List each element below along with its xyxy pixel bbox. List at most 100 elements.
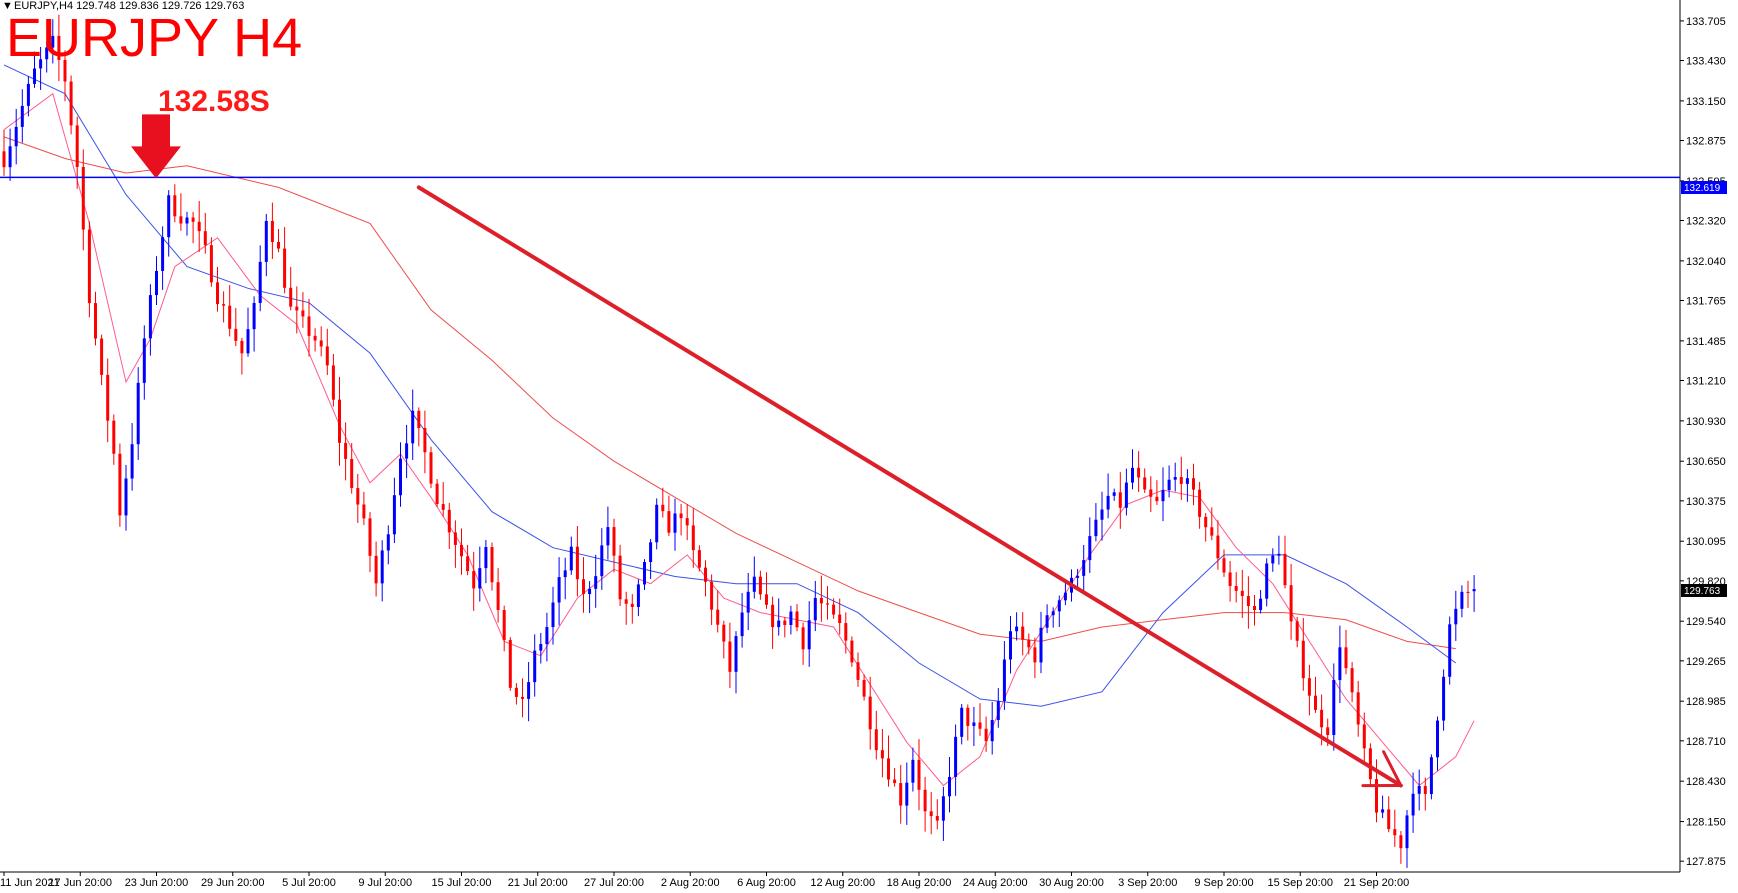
candle xyxy=(832,598,836,619)
candle-body xyxy=(984,728,988,742)
candle xyxy=(1399,831,1403,864)
candle-body xyxy=(1417,785,1421,794)
candle-body xyxy=(679,513,683,519)
candle xyxy=(1234,572,1238,603)
candle xyxy=(252,296,256,352)
candle xyxy=(575,525,579,597)
candle-body xyxy=(466,556,470,572)
candle-body xyxy=(533,650,537,683)
candle xyxy=(1143,468,1147,493)
candle xyxy=(466,544,470,576)
candle xyxy=(1076,568,1080,590)
candle xyxy=(234,307,238,347)
candle xyxy=(69,75,73,135)
candle-body xyxy=(594,576,598,589)
level-price-tag: 132.619 xyxy=(1681,181,1727,194)
candle xyxy=(39,46,43,90)
candle xyxy=(807,601,811,667)
candle-body xyxy=(1124,482,1128,508)
candle-body xyxy=(972,722,976,726)
candle xyxy=(460,528,463,575)
candle-body xyxy=(283,248,287,288)
candle xyxy=(734,631,738,694)
candle xyxy=(1344,629,1348,675)
current-price-tag: 129.763 xyxy=(1681,584,1727,597)
candle xyxy=(33,51,36,88)
candle xyxy=(954,724,958,796)
candle xyxy=(1137,451,1141,493)
candle-body xyxy=(850,640,854,663)
candle-body xyxy=(185,217,189,224)
candle-body xyxy=(643,562,646,585)
candle xyxy=(826,586,829,620)
candle xyxy=(557,557,561,626)
candle-body xyxy=(722,624,726,642)
candle xyxy=(453,520,457,568)
candle-body xyxy=(1161,490,1165,502)
candle-body xyxy=(216,282,219,305)
candle xyxy=(569,536,573,575)
candle xyxy=(502,605,506,652)
candle xyxy=(1411,772,1415,833)
candle xyxy=(655,498,659,550)
candle-body xyxy=(1082,560,1086,576)
trend-arrow[interactable] xyxy=(416,185,1403,788)
candle-body xyxy=(112,420,116,454)
header-triangle-icon[interactable]: ▼ xyxy=(2,0,13,12)
candle xyxy=(911,747,915,792)
candle-body xyxy=(423,428,427,453)
candle xyxy=(856,652,860,687)
candle-body xyxy=(1204,516,1208,528)
candle-body xyxy=(636,584,640,607)
candle xyxy=(600,528,604,590)
candle xyxy=(1015,612,1019,641)
candle xyxy=(1173,462,1177,492)
candle-body xyxy=(783,620,787,625)
candle-body xyxy=(429,452,433,484)
candle xyxy=(771,596,775,649)
candle xyxy=(1179,456,1183,500)
candle-body xyxy=(1210,527,1214,536)
candle-body xyxy=(832,604,836,615)
candle xyxy=(228,285,232,337)
candle-body xyxy=(1198,489,1202,517)
candle xyxy=(277,229,280,253)
candle-body xyxy=(258,261,262,303)
time-tick-label: 17 Jun 20:00 xyxy=(48,877,112,889)
candle-body xyxy=(1173,476,1177,480)
candle-body xyxy=(978,722,982,729)
candle xyxy=(1002,641,1006,710)
time-tick-label: 3 Sep 20:00 xyxy=(1118,877,1177,889)
candle-body xyxy=(307,316,311,336)
candle xyxy=(887,735,890,787)
trend-arrowhead-upper xyxy=(1382,750,1403,788)
candle xyxy=(161,226,165,290)
candle-body xyxy=(338,399,341,443)
price-tick-label: 130.650 xyxy=(1686,456,1726,468)
candle xyxy=(539,632,543,664)
candle-body xyxy=(1393,829,1397,836)
candle-body xyxy=(1118,492,1122,508)
candle xyxy=(673,498,677,551)
candle-body xyxy=(1411,793,1415,816)
candle-body xyxy=(1033,647,1037,663)
candle-body xyxy=(582,579,585,595)
candle xyxy=(484,539,488,584)
candle-body xyxy=(1045,615,1049,628)
price-tick-label: 130.095 xyxy=(1686,536,1726,548)
time-tick-label: 30 Aug 20:00 xyxy=(1039,877,1104,889)
candle xyxy=(899,764,903,824)
candle xyxy=(874,710,878,760)
candle-body xyxy=(630,603,634,607)
candle-body xyxy=(1185,478,1189,484)
candle-body xyxy=(1295,621,1299,641)
candle xyxy=(880,728,884,778)
candle xyxy=(905,762,909,825)
candle xyxy=(1460,585,1464,618)
candle xyxy=(356,473,360,523)
down-arrow-icon xyxy=(131,114,181,179)
candle xyxy=(1051,607,1055,628)
candle-body xyxy=(813,597,817,621)
candle-body xyxy=(106,374,110,421)
